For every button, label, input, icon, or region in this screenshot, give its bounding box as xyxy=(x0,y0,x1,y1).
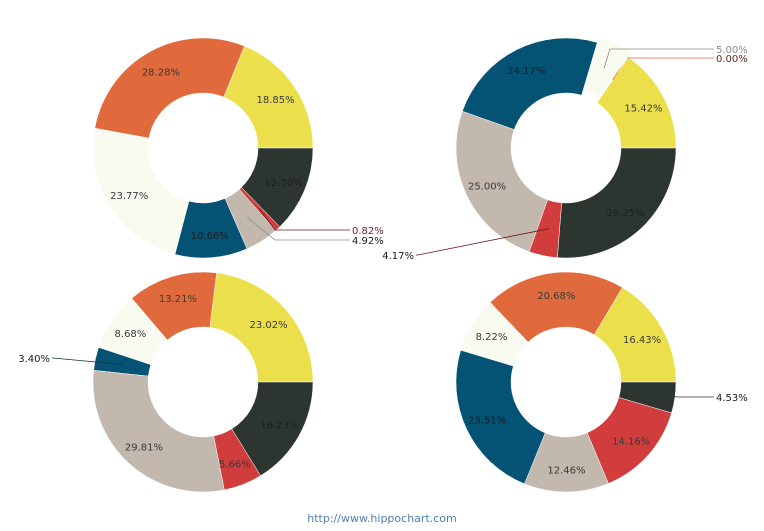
donut-chart-4: 16.43% 20.68% 8.22% 23.51% 12.46% 14.16% 4.53% xyxy=(455,271,748,493)
slice-label: 3.40% xyxy=(18,354,50,365)
slice-label: 16.23% xyxy=(260,421,298,432)
slice-label: 0.82% xyxy=(352,226,384,237)
slice-label: 4.17% xyxy=(382,251,414,262)
slice-label: 25.00% xyxy=(468,182,506,193)
donut-slice xyxy=(455,110,548,253)
slice-label: 26.25% xyxy=(606,208,644,219)
slice-label: 5.00% xyxy=(716,45,748,56)
donut-slice xyxy=(209,272,314,383)
slice-label: 0.00% xyxy=(716,54,748,65)
donut-chart-3: 23.02% 13.21% 8.68% 3.40% 29.81% 5.66% 16.23% xyxy=(18,271,314,493)
slice-label: 10.66% xyxy=(191,231,229,242)
slice-label: 23.77% xyxy=(110,191,148,202)
slice-label: 23.02% xyxy=(250,320,288,331)
donut-slice xyxy=(557,147,677,259)
callout-line xyxy=(603,48,714,69)
slice-label: 29.81% xyxy=(125,443,163,454)
slice-label: 28.28% xyxy=(142,67,180,78)
callout-line xyxy=(416,228,549,256)
slice-label: 5.66% xyxy=(219,459,251,470)
slice-label: 4.53% xyxy=(716,393,748,404)
slice-label: 4.92% xyxy=(352,236,384,247)
donut-slice xyxy=(94,37,245,139)
donut-slice xyxy=(92,127,190,255)
slice-label: 15.42% xyxy=(624,103,662,114)
donut-slice xyxy=(596,56,677,149)
slice-label: 16.43% xyxy=(623,335,661,346)
donut-slice xyxy=(489,271,623,343)
slice-label: 8.68% xyxy=(115,329,147,340)
footer-link[interactable]: http://www.hippochart.com xyxy=(307,512,457,525)
slice-label: 18.85% xyxy=(257,95,295,106)
donut-slice xyxy=(455,349,546,485)
donut-slice xyxy=(618,381,677,414)
slice-label: 20.68% xyxy=(537,291,575,302)
slice-label: 24.17% xyxy=(507,66,545,77)
donut-chart-1: 18.85% 28.28% 23.77% 10.66% 4.92%0.82% 12.70% xyxy=(92,37,384,259)
callout-line xyxy=(258,208,350,231)
donut-slice xyxy=(231,381,314,477)
donut-slice xyxy=(583,36,632,98)
callout-line xyxy=(247,217,350,241)
slice-label: 8.22% xyxy=(476,332,508,343)
slice-label: 13.21% xyxy=(159,294,197,305)
callout-line xyxy=(52,357,123,365)
slice-label: 12.70% xyxy=(265,178,303,189)
donut-chart-2: 15.42% 0.00%5.00% 24.17% 25.00% 4.17% 26.25% xyxy=(382,36,748,262)
donut-slice xyxy=(92,370,225,493)
donut-slice xyxy=(461,37,598,130)
slice-label: 23.51% xyxy=(468,416,506,427)
donut-slice xyxy=(241,147,314,228)
slice-label: 12.46% xyxy=(547,465,585,476)
slice-label: 14.16% xyxy=(612,436,650,447)
callout-line xyxy=(647,393,714,398)
